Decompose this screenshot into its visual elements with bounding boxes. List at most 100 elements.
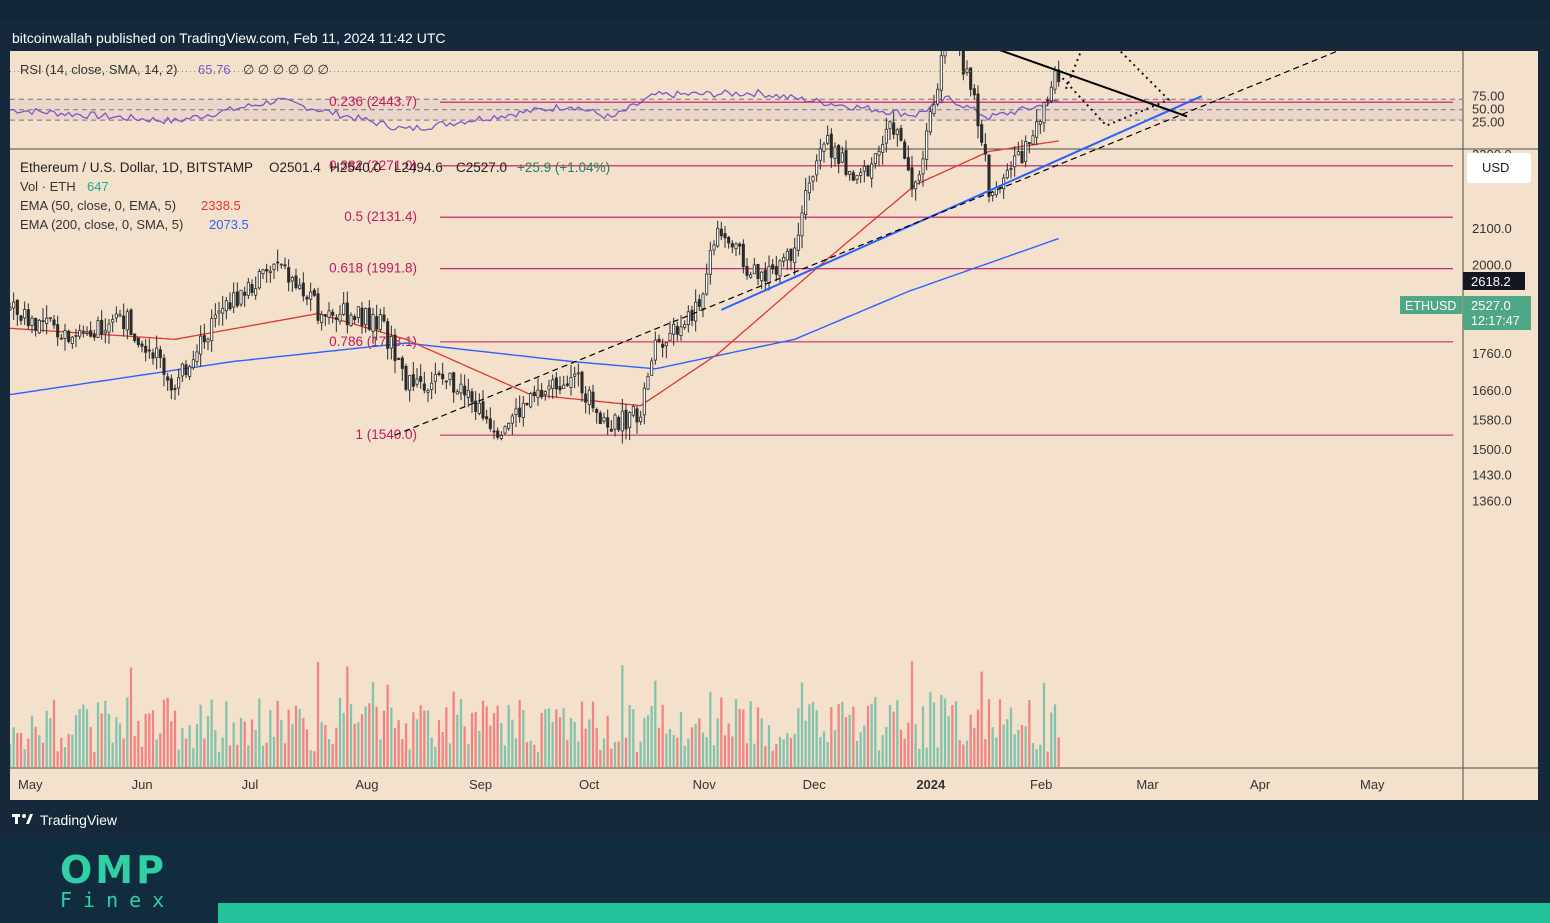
legend-high: H2540.0 (330, 160, 381, 175)
candle-body (151, 352, 155, 359)
candle-body (580, 371, 584, 394)
candle-body (752, 264, 756, 275)
candle-body (613, 414, 617, 430)
candle-body (382, 314, 386, 322)
candle-body (375, 316, 379, 330)
candle-body (158, 349, 162, 358)
volume-bar (562, 708, 565, 767)
volume-bar (441, 731, 444, 767)
price-axis-tick: 1430.0 (1472, 468, 1512, 483)
time-axis-label: Jun (132, 777, 153, 792)
volume-bar (210, 699, 213, 767)
volume-bar (665, 733, 668, 767)
volume-bar (41, 742, 45, 767)
volume-bar (789, 738, 793, 767)
price-axis-tick: 1500.0 (1472, 442, 1512, 457)
candle-body (807, 182, 811, 194)
candle-body (15, 299, 19, 315)
rsi-placeholders: ∅ ∅ ∅ ∅ ∅ ∅ (243, 62, 329, 77)
candle-body (430, 382, 434, 390)
volume-bar (349, 703, 353, 767)
volume-bar (793, 733, 796, 767)
volume-bar (107, 714, 111, 767)
volume-bar (206, 715, 210, 767)
currency-button[interactable] (1467, 153, 1531, 183)
candle-body (364, 308, 368, 326)
volume-bar (272, 736, 276, 767)
volume-bar (720, 697, 723, 767)
volume-bar (738, 708, 741, 767)
volume-bar (162, 699, 166, 767)
candle-body (796, 234, 800, 251)
volume-bar (159, 733, 162, 767)
candle-body (56, 324, 60, 338)
volume-bar (756, 707, 760, 767)
volume-bar (56, 751, 59, 767)
volume-bar (492, 713, 496, 767)
volume-bar (452, 691, 455, 767)
volume-bar (826, 741, 829, 767)
candle-body (1005, 169, 1009, 179)
volume-bar (822, 731, 826, 767)
volume-bar (137, 720, 140, 767)
candle-body (859, 172, 863, 176)
candle-body (697, 299, 701, 307)
candle-body (1009, 168, 1013, 170)
candle-body (602, 416, 606, 422)
candle-body (305, 296, 309, 300)
volume-bar (309, 750, 312, 767)
candle-body (470, 391, 474, 403)
volume-bar (118, 723, 122, 767)
volume-bar (100, 713, 103, 767)
volume-bar (1035, 749, 1038, 767)
volume-bar (991, 727, 994, 767)
candle-body (221, 308, 225, 314)
volume-bar (291, 724, 294, 767)
chart-area[interactable]: 0 (2722.8)0.236 (2443.7)0.382 (2271.0)0.… (8, 0, 1538, 800)
candle-body (125, 311, 129, 331)
candle-body (540, 389, 544, 398)
volume-bar (745, 743, 749, 767)
candle-body (378, 314, 382, 331)
candle-body (356, 306, 360, 318)
volume-bar (753, 743, 756, 767)
volume-bar (734, 699, 738, 767)
candle-body (8, 307, 12, 311)
volume-bar (38, 735, 41, 767)
candle-body (173, 387, 177, 390)
candle-body (646, 376, 650, 390)
volume-bar (71, 734, 74, 767)
candle-body (239, 289, 243, 305)
price-chart[interactable]: 0 (2722.8)0.236 (2443.7)0.382 (2271.0)0.… (8, 0, 1538, 800)
resistance-price-label: 2618.2 (1471, 274, 1511, 289)
volume-bar (976, 709, 980, 767)
volume-bar (287, 709, 290, 767)
volume-bar (771, 750, 774, 767)
candle-body (118, 314, 122, 317)
candle-body (312, 289, 316, 296)
volume-bar (67, 733, 70, 767)
volume-bar (635, 751, 639, 767)
candle-body (727, 236, 731, 244)
candle-body (826, 135, 830, 144)
candle-body (551, 379, 555, 389)
volume-bar (305, 729, 309, 767)
volume-bar (360, 714, 364, 767)
volume-bar (657, 727, 661, 767)
volume-bar (624, 737, 628, 767)
volume-bar (907, 722, 910, 767)
candle-body (276, 261, 280, 264)
candle-body (441, 373, 445, 380)
tradingview-logo[interactable]: TradingView (12, 812, 117, 828)
volume-bar (929, 692, 932, 767)
candle-body (686, 311, 690, 325)
candle-body (1016, 151, 1020, 156)
candle-body (936, 88, 940, 105)
volume-bar (423, 710, 426, 767)
volume-bar (529, 740, 532, 767)
omp-finex-logo[interactable]: OMP Finex (60, 850, 175, 912)
volume-bar (877, 750, 881, 767)
candle-body (899, 127, 903, 141)
candle-body (147, 349, 151, 352)
volume-bar (426, 710, 430, 767)
